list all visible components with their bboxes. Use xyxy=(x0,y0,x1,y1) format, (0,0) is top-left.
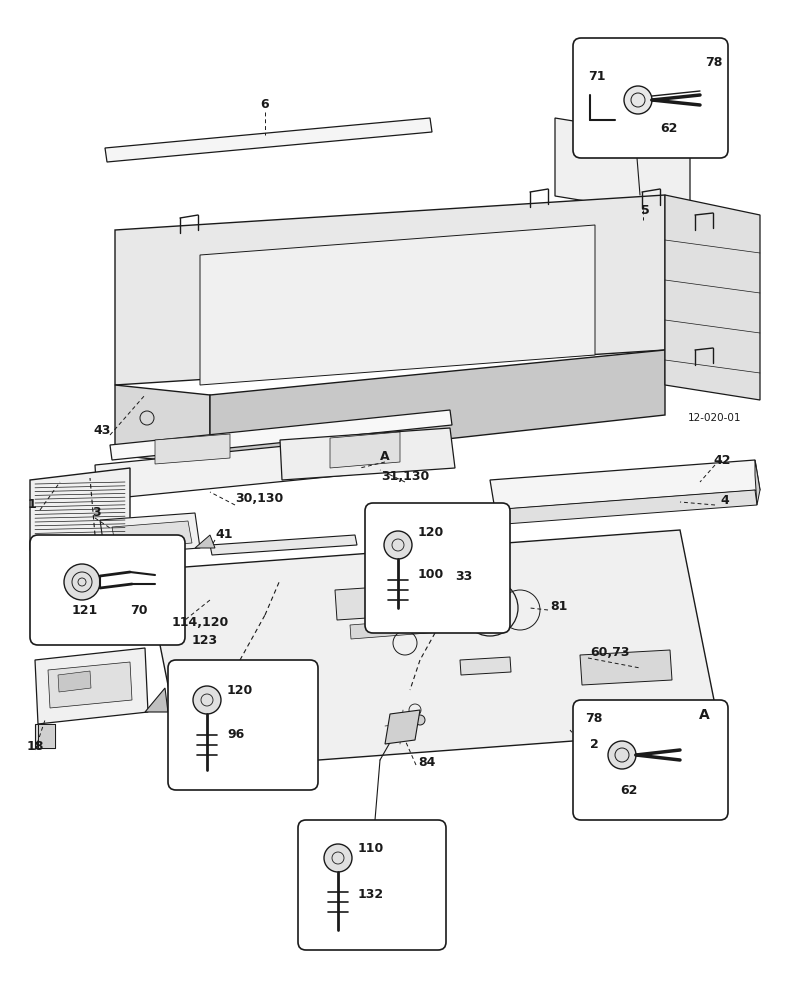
FancyBboxPatch shape xyxy=(30,535,185,645)
Text: 78: 78 xyxy=(705,55,722,68)
Text: 114,120: 114,120 xyxy=(172,615,229,629)
Polygon shape xyxy=(38,724,55,748)
Text: 41: 41 xyxy=(215,528,233,542)
Circle shape xyxy=(384,531,412,559)
Polygon shape xyxy=(755,460,760,505)
Text: 100: 100 xyxy=(418,568,444,582)
Text: 60,73: 60,73 xyxy=(590,647,630,660)
Circle shape xyxy=(64,564,100,600)
Text: 71: 71 xyxy=(588,70,606,83)
Text: 30,130: 30,130 xyxy=(235,491,284,504)
Polygon shape xyxy=(100,555,115,572)
Text: 6: 6 xyxy=(261,99,269,111)
Polygon shape xyxy=(100,513,200,555)
Polygon shape xyxy=(665,195,760,400)
Polygon shape xyxy=(350,618,441,639)
Polygon shape xyxy=(580,650,672,685)
FancyBboxPatch shape xyxy=(573,700,728,820)
Polygon shape xyxy=(200,225,595,385)
Text: 3: 3 xyxy=(92,506,101,518)
Text: 110: 110 xyxy=(358,842,384,854)
Text: 1: 1 xyxy=(28,498,36,512)
FancyBboxPatch shape xyxy=(298,820,446,950)
Polygon shape xyxy=(35,724,55,748)
Polygon shape xyxy=(105,118,432,162)
Circle shape xyxy=(324,844,352,872)
FancyBboxPatch shape xyxy=(365,503,510,633)
Polygon shape xyxy=(47,538,130,562)
Text: 42: 42 xyxy=(713,454,730,466)
Text: 120: 120 xyxy=(418,526,444,540)
Text: 132: 132 xyxy=(358,888,384,902)
Polygon shape xyxy=(95,430,447,500)
Polygon shape xyxy=(195,535,215,548)
Text: 43: 43 xyxy=(93,424,110,436)
Polygon shape xyxy=(115,195,665,385)
Polygon shape xyxy=(385,710,420,744)
Text: 70: 70 xyxy=(130,603,147,616)
Text: 121: 121 xyxy=(72,603,98,616)
Text: A: A xyxy=(380,450,390,462)
Polygon shape xyxy=(35,648,148,724)
Polygon shape xyxy=(155,434,230,464)
Text: 31,130: 31,130 xyxy=(381,470,429,483)
Polygon shape xyxy=(110,410,452,460)
Text: 62: 62 xyxy=(660,121,677,134)
Polygon shape xyxy=(30,468,130,550)
Circle shape xyxy=(193,686,221,714)
Polygon shape xyxy=(58,671,91,692)
Text: 18: 18 xyxy=(27,740,44,754)
Text: 62: 62 xyxy=(620,784,638,796)
Text: 2: 2 xyxy=(590,738,599,752)
Text: 123: 123 xyxy=(192,634,218,647)
FancyBboxPatch shape xyxy=(573,38,728,158)
Circle shape xyxy=(624,86,652,114)
Polygon shape xyxy=(112,521,192,549)
Text: 4: 4 xyxy=(720,493,729,506)
Text: 81: 81 xyxy=(550,599,567,612)
Text: 84: 84 xyxy=(418,756,436,768)
Text: 5: 5 xyxy=(641,204,649,217)
Text: A: A xyxy=(699,708,710,722)
Text: 120: 120 xyxy=(227,684,253,696)
Polygon shape xyxy=(555,118,690,218)
Circle shape xyxy=(608,741,636,769)
FancyBboxPatch shape xyxy=(168,660,318,790)
Text: 96: 96 xyxy=(227,728,244,742)
Text: 12-020-01: 12-020-01 xyxy=(688,413,741,423)
Polygon shape xyxy=(490,460,760,510)
Polygon shape xyxy=(280,428,455,480)
Polygon shape xyxy=(460,657,511,675)
Polygon shape xyxy=(490,490,757,525)
Polygon shape xyxy=(145,688,168,712)
Polygon shape xyxy=(335,583,442,620)
Text: 78: 78 xyxy=(585,712,603,724)
Text: 33: 33 xyxy=(455,570,472,584)
Circle shape xyxy=(415,715,425,725)
Polygon shape xyxy=(48,662,132,708)
Polygon shape xyxy=(115,385,210,465)
Polygon shape xyxy=(30,550,47,562)
Polygon shape xyxy=(210,535,357,555)
Polygon shape xyxy=(330,432,400,468)
Polygon shape xyxy=(145,530,720,770)
Polygon shape xyxy=(210,350,665,465)
